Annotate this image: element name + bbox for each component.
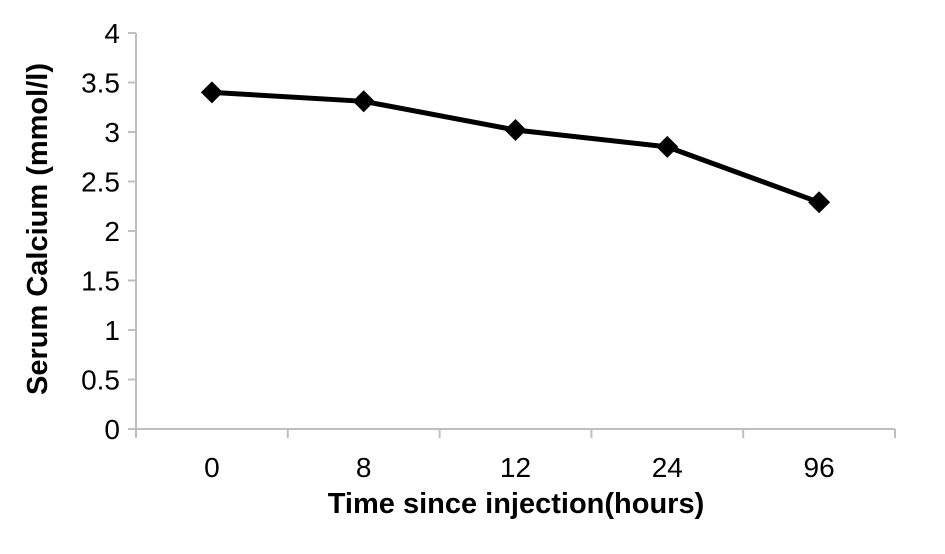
x-tick-label: 0	[204, 452, 220, 483]
x-tick-label: 96	[804, 452, 835, 483]
x-tick-label: 12	[500, 452, 531, 483]
diamond-marker	[200, 81, 223, 104]
axis-ticks	[128, 32, 896, 438]
y-tick-label: 2	[104, 216, 120, 247]
diamond-marker	[504, 119, 527, 142]
x-tick-label: 24	[652, 452, 683, 483]
y-axis-title: Serum Calcium (mmol/l)	[22, 63, 54, 395]
series-line	[209, 89, 822, 205]
y-tick-label: 2.5	[81, 167, 120, 198]
diamond-marker	[352, 90, 375, 113]
data-series	[200, 81, 831, 214]
y-tick-label: 1	[104, 315, 120, 346]
diamond-marker	[808, 191, 831, 214]
y-tick-label: 3	[104, 117, 120, 148]
y-tick-label: 0	[104, 414, 120, 445]
y-tick-label: 0.5	[81, 365, 120, 396]
diamond-marker	[656, 135, 679, 158]
x-axis-title: Time since injection(hours)	[328, 488, 705, 520]
x-tick-label: 8	[356, 452, 372, 483]
y-tick-label: 3.5	[81, 68, 120, 99]
y-tick-label: 4	[104, 18, 120, 49]
y-tick-label: 1.5	[81, 266, 120, 297]
tick-labels: 0 0.5 1 1.5 2 2.5 3 3.5 4 0 8 12 24 96	[81, 18, 835, 483]
